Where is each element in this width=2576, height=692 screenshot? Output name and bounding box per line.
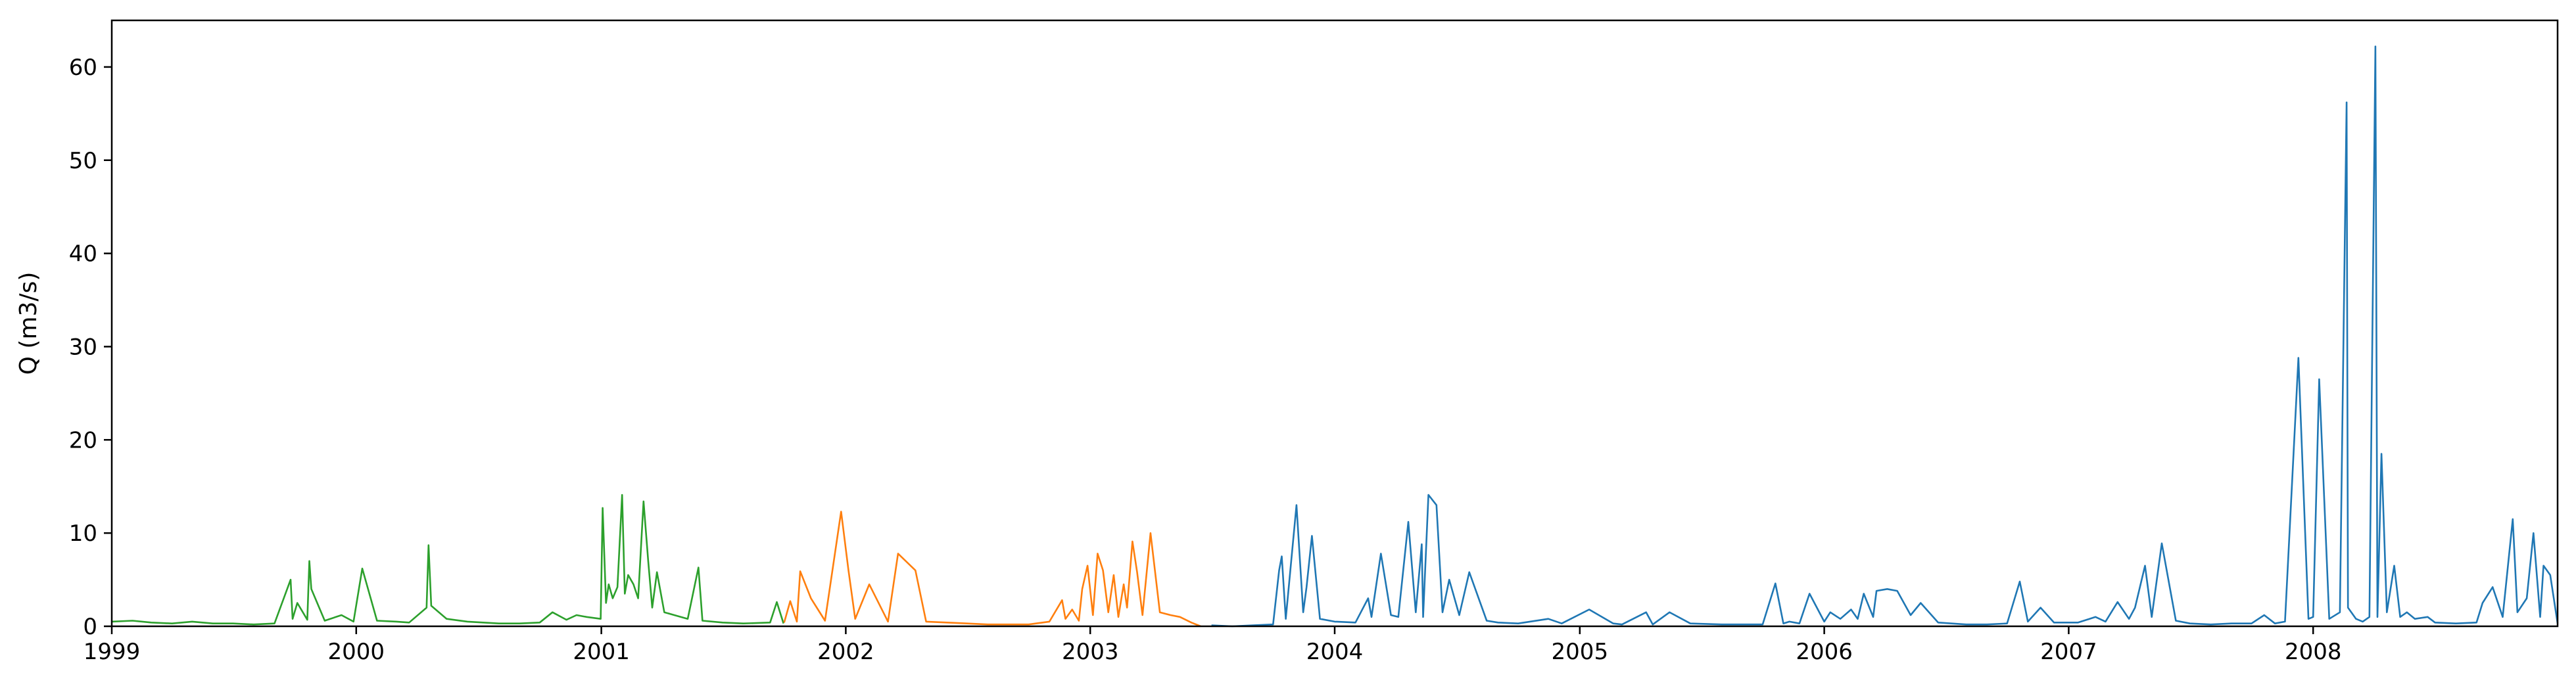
x-tick-label: 2002 [817, 639, 874, 665]
series-line-1 [111, 494, 784, 626]
x-tick-label: 2003 [1062, 639, 1119, 665]
series-layer [111, 45, 2559, 628]
y-tick-label: 30 [69, 334, 97, 360]
series-line-2 [783, 511, 1201, 628]
y-tick-label: 10 [69, 520, 97, 547]
y-tick-label: 50 [69, 148, 97, 174]
x-tick-label: 2007 [2040, 639, 2097, 665]
x-tick-label: 1999 [83, 639, 141, 665]
y-axis-label: Q (m3/s) [15, 272, 42, 375]
y-tick-label: 60 [69, 55, 97, 81]
x-tick-label: 2005 [1552, 639, 1609, 665]
x-tick-label: 2001 [573, 639, 630, 665]
x-tick-label: 2004 [1306, 639, 1364, 665]
x-tick-label: 2000 [328, 639, 385, 665]
x-axis: 1999 2000 2001 2002 2003 2004 2005 2006 2007 2008 [83, 626, 2342, 665]
series-line-3 [1211, 45, 2559, 628]
x-tick-label: 2006 [1796, 639, 1853, 665]
y-tick-label: 20 [69, 427, 97, 453]
y-axis: 0 10 20 30 40 50 60 [69, 55, 112, 640]
y-tick-label: 40 [69, 241, 97, 267]
y-tick-label: 0 [83, 614, 97, 640]
x-tick-label: 2008 [2285, 639, 2342, 665]
